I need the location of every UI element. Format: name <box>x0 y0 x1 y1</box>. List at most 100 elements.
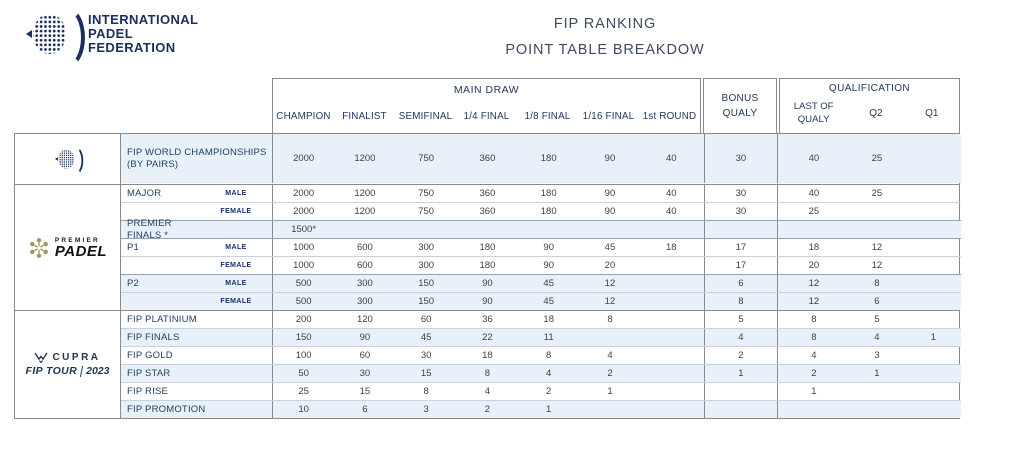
cell-champion: 2000 <box>293 188 315 199</box>
row-label: FIP FINALS <box>127 331 180 343</box>
cell-q1 <box>906 383 961 400</box>
main-draw-columns: CHAMPION FINALIST SEMIFINAL 1/4 FINAL 1/… <box>273 100 700 133</box>
cell-q2 <box>848 401 906 418</box>
cell-bonus-qualy <box>703 221 778 238</box>
cell-eighth-final: 45 <box>543 278 554 289</box>
cell-q2: 4 <box>874 332 880 343</box>
cell-q2: 12 <box>871 242 883 253</box>
cell-bonus-qualy: 30 <box>703 134 778 183</box>
cell-quarter-final: 360 <box>479 206 496 217</box>
qualification-title: QUALIFICATION <box>828 83 911 94</box>
cell-first-round: 40 <box>665 153 677 164</box>
cell-first-round <box>641 275 702 292</box>
cell-finalist: 30 <box>359 368 371 379</box>
group-fip-world-championships: FIP WORLD CHAMPIONSHIPS (BY PAIRS) 2000 12… <box>15 134 961 184</box>
cell-sixteenth-final: 12 <box>604 278 616 289</box>
cell-q2: 25 <box>871 188 883 199</box>
cell-sixteenth-final: 90 <box>604 153 616 164</box>
col-finalist: FINALIST <box>342 111 387 122</box>
cell-finalist: 1200 <box>354 206 376 217</box>
cell-semifinal: 3 <box>423 404 429 415</box>
table-body: FIP WORLD CHAMPIONSHIPS (BY PAIRS) 2000 12… <box>14 133 961 419</box>
cupra-fip-tour-logo: CUPRA FIP TOUR 2023 <box>26 352 110 377</box>
cell-sixteenth-final <box>579 221 640 238</box>
row-label: P2 <box>127 277 140 289</box>
cell-q2: 8 <box>874 278 880 289</box>
cupra-label: CUPRA <box>52 352 101 363</box>
cell-first-round <box>641 293 702 310</box>
col-champion: CHAMPION <box>276 111 331 122</box>
cell-champion: 150 <box>295 332 312 343</box>
table-row: P1 MALE 1000 600 300 180 90 45 18 17 18 12 <box>121 238 961 256</box>
cell-q2 <box>848 221 906 238</box>
row-sublabel: FEMALE <box>220 208 252 215</box>
cell-bonus-qualy <box>703 401 778 418</box>
cell-champion: 2000 <box>293 206 315 217</box>
row-label-cell: FIP PROMOTION <box>121 401 273 418</box>
col-quarter-final: 1/4 FINAL <box>463 111 510 122</box>
cell-q1 <box>906 311 961 328</box>
cell-bonus-qualy: 30 <box>703 203 778 220</box>
premier-padel-logo-cell: PREMIER PADEL <box>15 185 121 310</box>
qualification-header: QUALIFICATION LAST OF QUALY Q2 Q1 <box>779 78 960 133</box>
cell-champion: 500 <box>295 278 312 289</box>
row-sublabel: FEMALE <box>220 262 252 269</box>
cell-champion: 50 <box>298 368 309 379</box>
points-table: MAIN DRAW CHAMPION FINALIST SEMIFINAL 1/… <box>14 78 961 419</box>
cell-last-of-qualy: 40 <box>808 153 820 164</box>
cell-champion: 1500* <box>291 224 317 235</box>
cell-semifinal: 60 <box>420 314 432 325</box>
cell-finalist: 1200 <box>354 188 376 199</box>
cell-q1 <box>906 365 961 382</box>
cell-bonus-qualy <box>703 383 778 400</box>
table-row: FEMALE 1000 600 300 180 90 20 17 20 12 <box>121 256 961 274</box>
cell-finalist: 6 <box>362 404 368 415</box>
col-sixteenth-final: 1/16 FINAL <box>582 111 635 122</box>
cell-finalist: 60 <box>359 350 371 361</box>
cell-q1 <box>906 185 961 202</box>
cell-sixteenth-final: 2 <box>607 368 613 379</box>
cell-last-of-qualy <box>780 221 848 238</box>
row-label: P1 <box>127 241 140 253</box>
cell-finalist: 1200 <box>354 153 376 164</box>
cell-quarter-final: 8 <box>484 368 491 379</box>
row-sublabel: MALE <box>225 244 247 251</box>
col-first-round: 1st ROUND <box>642 111 697 122</box>
cell-first-round <box>641 311 702 328</box>
fip-logo-cell <box>15 134 121 184</box>
cell-eighth-final: 90 <box>543 242 554 253</box>
cell-sixteenth-final: 12 <box>604 296 616 307</box>
cell-first-round <box>641 257 702 274</box>
col-q2: Q2 <box>869 108 883 119</box>
year-label: 2023 <box>86 365 110 377</box>
row-sublabel: MALE <box>225 190 247 197</box>
cell-last-of-qualy: 8 <box>811 314 817 325</box>
table-row: P2 MALE 500 300 150 90 45 12 6 12 8 <box>121 274 961 292</box>
table-row: MAJOR MALE 2000 1200 750 360 180 90 40 30 40 25 <box>121 185 961 202</box>
row-label-cell: P1 MALE <box>121 239 273 256</box>
col-q1: Q1 <box>925 108 939 119</box>
cell-first-round <box>641 347 702 364</box>
table-row: FIP GOLD 100 60 30 18 8 4 2 4 3 <box>121 346 961 364</box>
cell-eighth-final: 8 <box>546 350 552 361</box>
premier-padel-logo: PREMIER PADEL <box>28 237 107 259</box>
cell-champion: 1000 <box>293 242 315 253</box>
cell-q1 <box>906 134 961 183</box>
cell-first-round <box>641 401 702 418</box>
cell-semifinal: 150 <box>418 296 435 307</box>
cell-quarter-final: 180 <box>479 260 496 271</box>
cupra-fip-tour-logo-cell: CUPRA FIP TOUR 2023 <box>15 311 121 418</box>
cell-semifinal: 750 <box>418 206 435 217</box>
row-label-cell: FIP FINALS <box>121 329 273 346</box>
cell-last-of-qualy: 8 <box>811 332 817 343</box>
group-cupra-fip-tour: CUPRA FIP TOUR 2023 FIP PLATINIUM 200 120 6… <box>15 310 961 418</box>
fip-racket-icon <box>54 146 83 176</box>
cell-semifinal: 750 <box>418 153 435 164</box>
row-label: FIP PLATINIUM <box>127 313 197 325</box>
cell-sixteenth-final: 90 <box>604 206 616 217</box>
cell-quarter-final: 2 <box>484 404 491 415</box>
cell-semifinal: 300 <box>418 242 435 253</box>
cell-champion: 25 <box>298 386 309 397</box>
cell-first-round <box>641 221 702 238</box>
cell-semifinal: 15 <box>420 368 432 379</box>
